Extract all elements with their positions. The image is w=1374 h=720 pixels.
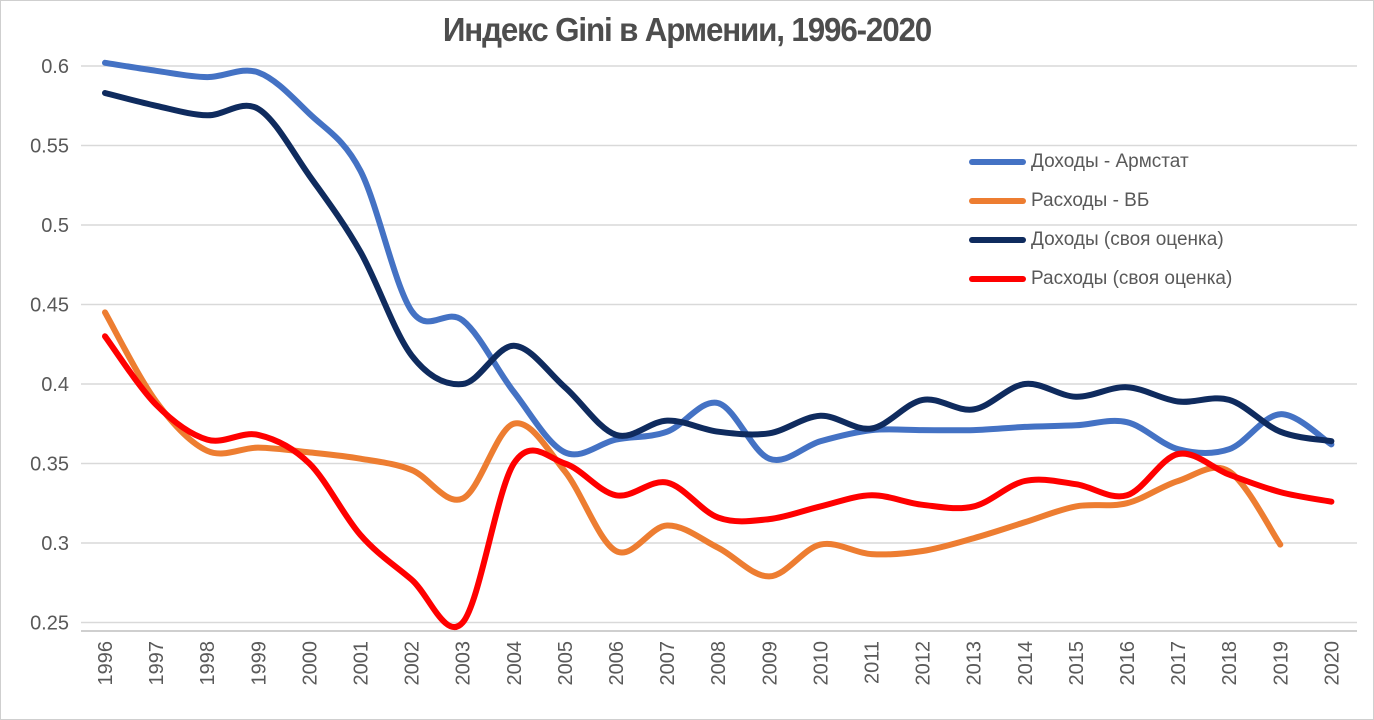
legend-swatch-icon <box>969 158 1026 165</box>
y-axis-tick-label: 0.25 <box>30 613 69 635</box>
y-axis-tick-label: 0.5 <box>41 215 69 237</box>
legend-label: Доходы (своя оценка) <box>1031 228 1224 250</box>
legend-item-3: Расходы (своя оценка) <box>969 259 1232 298</box>
y-axis-tick-label: 0.35 <box>30 454 69 476</box>
x-axis-tick-label: 2001 <box>351 641 373 686</box>
x-axis-tick-label: 1999 <box>248 641 270 686</box>
x-axis-tick-label: 2020 <box>1321 641 1343 686</box>
x-axis-tick-label: 2010 <box>810 641 832 686</box>
legend-item-0: Доходы - Армстат <box>969 142 1232 181</box>
x-axis-tick-label: 2002 <box>402 641 424 686</box>
x-axis-tick-label: 2019 <box>1270 641 1292 686</box>
x-axis-tick-label: 2003 <box>453 641 475 686</box>
x-axis-tick-label: 2015 <box>1066 641 1088 686</box>
y-axis-tick-label: 0.4 <box>41 374 69 396</box>
x-axis-tick-label: 2007 <box>657 641 679 686</box>
y-axis-tick-label: 0.45 <box>30 295 69 317</box>
x-axis-tick-label: 2011 <box>862 641 884 684</box>
x-axis-tick-label: 2009 <box>759 641 781 686</box>
x-axis-tick-label: 1998 <box>197 641 219 686</box>
legend-swatch-icon <box>969 197 1026 204</box>
x-axis-tick-label: 2005 <box>555 641 577 686</box>
x-axis-tick-label: 2000 <box>299 641 321 686</box>
legend-item-2: Доходы (своя оценка) <box>969 220 1232 259</box>
legend: Доходы - Армстат Расходы - ВБ Доходы (своя… <box>969 142 1232 298</box>
legend-label: Доходы - Армстат <box>1031 150 1189 172</box>
x-axis-tick-label: 2006 <box>606 641 628 686</box>
legend-swatch-icon <box>969 275 1026 282</box>
legend-item-1: Расходы - ВБ <box>969 181 1232 220</box>
x-axis-tick-label: 2016 <box>1117 641 1139 686</box>
x-axis-tick-label: 2017 <box>1168 641 1190 686</box>
x-axis-tick-label: 1996 <box>95 641 117 686</box>
series-line-3 <box>102 333 1335 630</box>
x-axis-tick-label: 2013 <box>964 641 986 686</box>
x-axis-tick-label: 2004 <box>504 641 526 686</box>
x-axis-tick-label: 2008 <box>708 641 730 686</box>
x-axis-tick-label: 2018 <box>1219 641 1241 686</box>
y-axis-tick-label: 0.6 <box>41 56 69 78</box>
y-axis-tick-label: 0.55 <box>30 136 69 158</box>
legend-swatch-icon <box>969 236 1026 243</box>
x-axis-tick-label: 2012 <box>913 641 935 686</box>
series-line-2 <box>102 90 1335 445</box>
x-axis-tick-label: 2014 <box>1015 641 1037 686</box>
legend-label: Расходы (своя оценка) <box>1031 267 1233 289</box>
chart-title: Индекс Gini в Армении, 1996-2020 <box>442 11 932 48</box>
y-axis-tick-label: 0.3 <box>41 533 69 555</box>
series-line-0 <box>102 59 1335 463</box>
x-axis-tick-label: 1997 <box>146 641 168 686</box>
legend-label: Расходы - ВБ <box>1031 189 1150 211</box>
